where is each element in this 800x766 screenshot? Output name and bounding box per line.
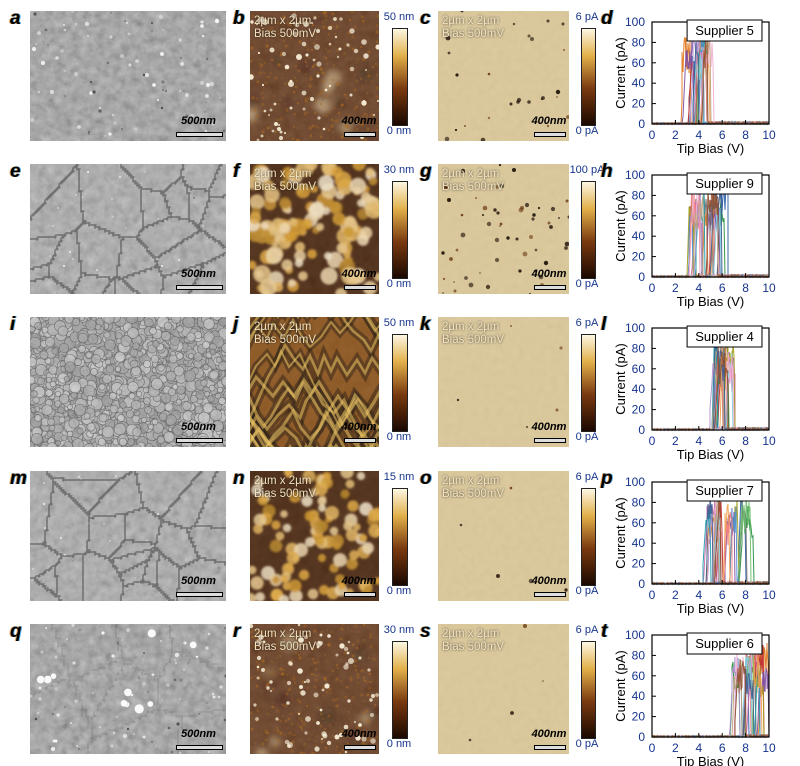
svg-text:6: 6 bbox=[719, 741, 726, 755]
svg-text:Current (pA): Current (pA) bbox=[613, 343, 628, 415]
svg-text:80: 80 bbox=[632, 341, 646, 355]
svg-text:100: 100 bbox=[625, 475, 645, 489]
svg-text:60: 60 bbox=[632, 669, 646, 683]
svg-text:40: 40 bbox=[632, 76, 646, 90]
svg-text:Supplier 5: Supplier 5 bbox=[695, 23, 754, 38]
svg-text:Tip Bias (V): Tip Bias (V) bbox=[677, 141, 744, 156]
svg-text:6: 6 bbox=[719, 588, 726, 602]
svg-text:10: 10 bbox=[762, 741, 776, 755]
svg-text:4: 4 bbox=[695, 128, 702, 142]
svg-text:8: 8 bbox=[742, 588, 749, 602]
svg-text:10: 10 bbox=[762, 128, 776, 142]
svg-text:40: 40 bbox=[632, 382, 646, 396]
svg-text:100: 100 bbox=[625, 15, 645, 29]
svg-text:Current (pA): Current (pA) bbox=[613, 190, 628, 262]
svg-text:0: 0 bbox=[649, 128, 656, 142]
svg-text:4: 4 bbox=[695, 588, 702, 602]
svg-text:60: 60 bbox=[632, 362, 646, 376]
svg-text:60: 60 bbox=[632, 516, 646, 530]
svg-text:4: 4 bbox=[695, 741, 702, 755]
svg-text:2: 2 bbox=[672, 741, 679, 755]
svg-text:40: 40 bbox=[632, 229, 646, 243]
svg-text:20: 20 bbox=[632, 403, 646, 417]
svg-text:20: 20 bbox=[632, 97, 646, 111]
svg-text:0: 0 bbox=[649, 434, 656, 448]
svg-text:Tip Bias (V): Tip Bias (V) bbox=[677, 447, 744, 462]
svg-text:100: 100 bbox=[625, 321, 645, 335]
svg-text:Current (pA): Current (pA) bbox=[613, 497, 628, 569]
svg-text:60: 60 bbox=[632, 56, 646, 70]
svg-text:100: 100 bbox=[625, 628, 645, 642]
svg-text:Current (pA): Current (pA) bbox=[613, 37, 628, 109]
svg-text:20: 20 bbox=[632, 710, 646, 724]
svg-text:2: 2 bbox=[672, 434, 679, 448]
svg-text:6: 6 bbox=[719, 281, 726, 295]
svg-text:Supplier 9: Supplier 9 bbox=[695, 176, 754, 191]
svg-text:80: 80 bbox=[632, 648, 646, 662]
svg-text:Tip Bias (V): Tip Bias (V) bbox=[677, 294, 744, 309]
svg-text:8: 8 bbox=[742, 741, 749, 755]
svg-text:20: 20 bbox=[632, 557, 646, 571]
svg-text:2: 2 bbox=[672, 128, 679, 142]
svg-text:8: 8 bbox=[742, 281, 749, 295]
svg-text:0: 0 bbox=[649, 588, 656, 602]
svg-text:6: 6 bbox=[719, 434, 726, 448]
svg-text:8: 8 bbox=[742, 434, 749, 448]
svg-text:100: 100 bbox=[625, 168, 645, 182]
svg-text:10: 10 bbox=[762, 434, 776, 448]
svg-text:0: 0 bbox=[638, 117, 645, 131]
svg-text:4: 4 bbox=[695, 281, 702, 295]
svg-text:80: 80 bbox=[632, 188, 646, 202]
svg-text:Supplier 6: Supplier 6 bbox=[695, 636, 754, 651]
svg-text:40: 40 bbox=[632, 536, 646, 550]
svg-text:Tip Bias (V): Tip Bias (V) bbox=[677, 754, 744, 766]
svg-text:60: 60 bbox=[632, 209, 646, 223]
svg-text:6: 6 bbox=[719, 128, 726, 142]
svg-text:Supplier 4: Supplier 4 bbox=[695, 329, 754, 344]
svg-text:4: 4 bbox=[695, 434, 702, 448]
svg-text:Supplier 7: Supplier 7 bbox=[695, 483, 754, 498]
svg-text:0: 0 bbox=[638, 730, 645, 744]
svg-text:80: 80 bbox=[632, 495, 646, 509]
svg-text:0: 0 bbox=[638, 577, 645, 591]
svg-text:10: 10 bbox=[762, 281, 776, 295]
svg-text:10: 10 bbox=[762, 588, 776, 602]
svg-text:0: 0 bbox=[638, 270, 645, 284]
svg-text:2: 2 bbox=[672, 281, 679, 295]
svg-text:Current (pA): Current (pA) bbox=[613, 650, 628, 722]
svg-text:Tip Bias (V): Tip Bias (V) bbox=[677, 601, 744, 616]
svg-text:20: 20 bbox=[632, 250, 646, 264]
svg-text:40: 40 bbox=[632, 689, 646, 703]
svg-text:2: 2 bbox=[672, 588, 679, 602]
svg-text:8: 8 bbox=[742, 128, 749, 142]
svg-text:0: 0 bbox=[649, 281, 656, 295]
svg-text:0: 0 bbox=[638, 423, 645, 437]
svg-text:80: 80 bbox=[632, 35, 646, 49]
svg-text:0: 0 bbox=[649, 741, 656, 755]
